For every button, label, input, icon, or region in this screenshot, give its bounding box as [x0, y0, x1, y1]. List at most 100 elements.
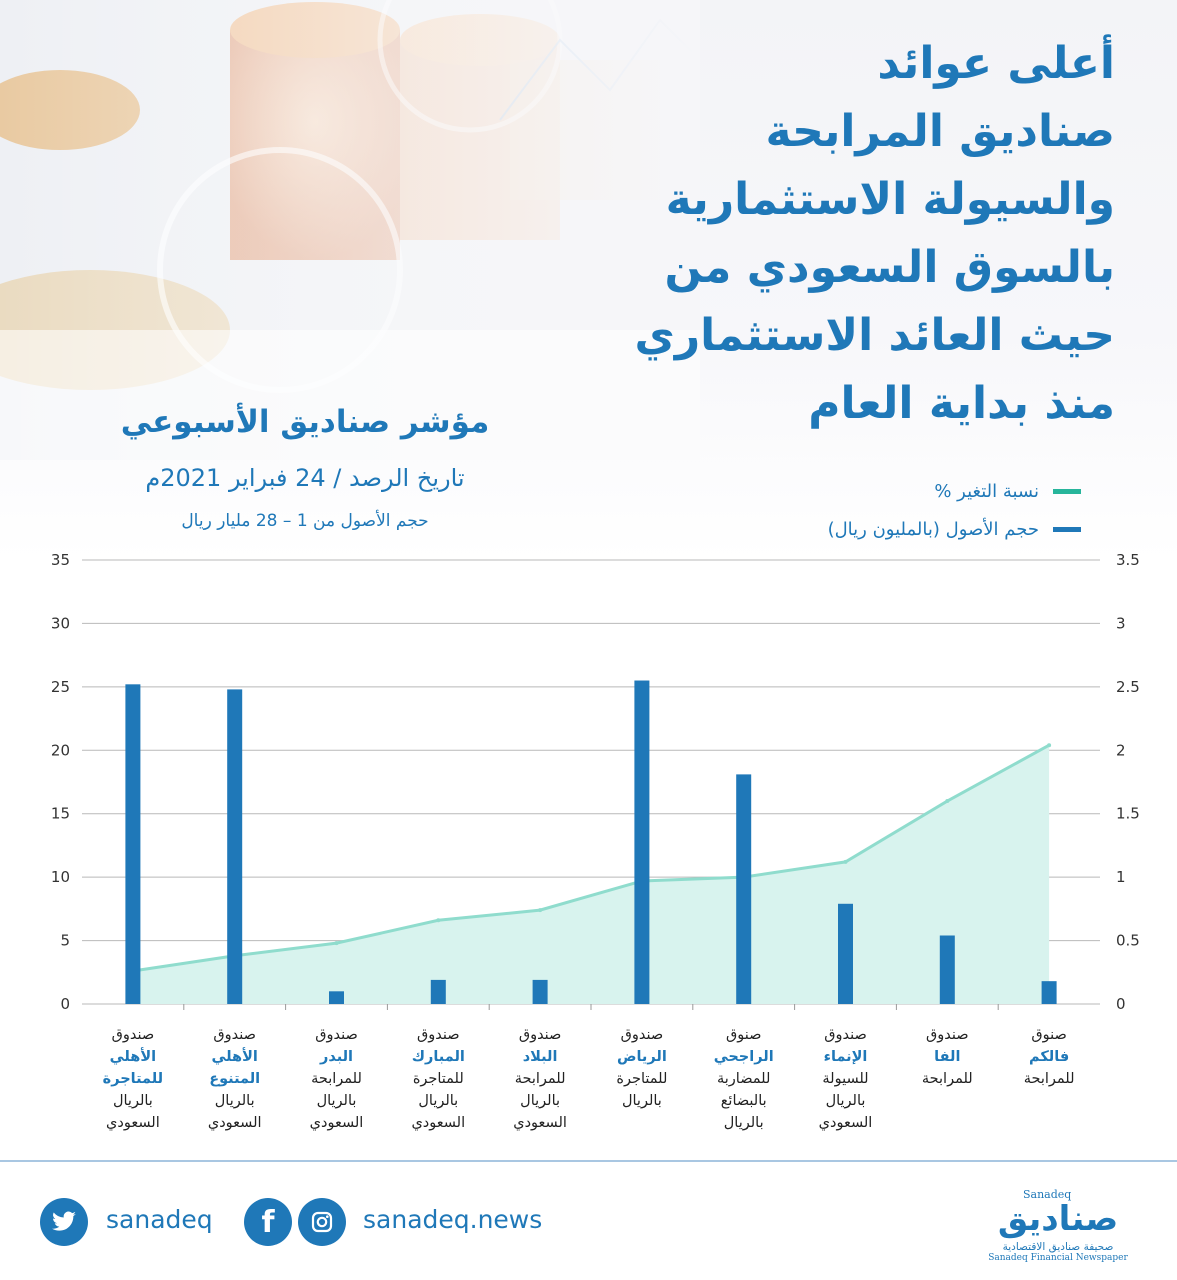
twitter-handle[interactable]: sanadeq: [106, 1205, 213, 1234]
logo-en-sub: Sanadeq Financial Newspaper: [988, 1253, 1128, 1263]
legend-swatch: [1053, 488, 1081, 494]
change-point: [538, 908, 543, 913]
category-label-line: الإنماء: [823, 1049, 868, 1065]
chart-subheading: مؤشر صناديق الأسبوعي تاريخ الرصد / 24 فب…: [60, 400, 550, 536]
category-label-line: للسيولة: [822, 1071, 869, 1087]
change-series-line: [132, 743, 1050, 973]
asset-bar: [227, 689, 243, 1004]
category-label: صنوق فالكم للمرابحة: [997, 1024, 1101, 1090]
change-point: [1047, 743, 1052, 748]
category-label: صندوق البلاد للمرابحة بالريال السعودي: [488, 1024, 592, 1134]
category-label-line: صنوق: [1031, 1027, 1067, 1043]
asset-bar: [939, 935, 955, 1004]
legend-item: حجم الأصول (بالمليون ريال): [828, 510, 1081, 548]
instagram-icon[interactable]: [298, 1198, 346, 1246]
title-line: بالسوق السعودي من: [664, 242, 1115, 293]
category-label-line: صندوق: [926, 1027, 969, 1043]
category-label-line: للمتاجرة: [616, 1071, 668, 1087]
change-area-fill: [132, 745, 1050, 1004]
category-label-line: للمرابحة: [514, 1071, 566, 1087]
category-label-line: بالريال: [825, 1093, 866, 1109]
change-point: [843, 859, 848, 864]
title-line: أعلى عوائد: [877, 38, 1115, 89]
category-label-line: صندوق: [315, 1027, 358, 1043]
category-label-line: المبارك: [411, 1049, 465, 1065]
asset-bar: [125, 684, 141, 1004]
category-label: صنوق الراجحي للمضاربة بالبضائع بالريال: [692, 1024, 796, 1134]
category-label-line: البلاد: [522, 1049, 558, 1065]
category-label-line: السعودي: [309, 1115, 364, 1131]
logo-en-top: Sanadeq: [1023, 1188, 1072, 1201]
logo-ar-sub: صحيفة صناديق الاقتصادية: [1002, 1241, 1114, 1253]
category-label-line: الأهلي: [109, 1049, 157, 1065]
category-label-line: البدر: [319, 1049, 354, 1065]
category-label-line: صندوق: [213, 1027, 256, 1043]
left-tick-label: 20: [51, 741, 70, 759]
category-label-line: الراجحي: [713, 1049, 774, 1065]
facebook-icon[interactable]: f: [244, 1198, 292, 1246]
category-label-line: السعودي: [106, 1115, 160, 1131]
left-tick-label: 5: [60, 932, 70, 950]
left-tick-label: 30: [51, 614, 70, 632]
right-tick-label: 3: [1116, 614, 1126, 632]
asset-bar: [634, 680, 650, 1004]
chart-legend: نسبة التغير % حجم الأصول (بالمليون ريال): [828, 472, 1081, 548]
legend-label: حجم الأصول (بالمليون ريال): [827, 518, 1039, 540]
category-label-line: بالريال: [418, 1093, 459, 1109]
category-label-line: بالريال: [621, 1093, 662, 1109]
right-tick-label: 2: [1116, 741, 1126, 759]
asset-bar: [838, 903, 853, 1004]
category-label: صندوق الفا للمرابحة: [895, 1024, 999, 1090]
asset-bar: [736, 774, 752, 1004]
asset-bar: [1041, 981, 1057, 1004]
category-label-line: الأهلي: [211, 1049, 258, 1065]
change-point: [334, 941, 339, 946]
logo-main: صناديق: [997, 1199, 1119, 1239]
category-label-line: صندوق: [111, 1027, 155, 1043]
category-label-line: الفا: [934, 1049, 961, 1065]
asset-bar: [532, 979, 548, 1004]
category-label: صندوق المبارك للمتاجرة بالريال السعودي: [386, 1024, 490, 1134]
title-line: والسيولة الاستثمارية: [665, 174, 1115, 225]
legend-label: نسبة التغير %: [934, 480, 1039, 502]
category-label-line: بالريال: [112, 1093, 153, 1109]
asset-bar: [329, 991, 344, 1004]
sanadeq-logo: Sanadeq صناديق صحيفة صناديق الاقتصادية S…: [983, 1188, 1133, 1263]
right-tick-label: 0: [1116, 995, 1126, 1013]
legend-swatch: [1053, 526, 1081, 532]
left-tick-label: 15: [51, 805, 70, 823]
category-label-line: للمضاربة: [716, 1071, 771, 1087]
right-tick-label: 3.5: [1116, 551, 1140, 569]
category-label-line: بالريال: [214, 1093, 255, 1109]
observation-date: تاريخ الرصد / 24 فبراير 2021م: [145, 464, 465, 492]
legend-item: نسبة التغير %: [828, 472, 1081, 510]
left-tick-label: 0: [60, 995, 70, 1013]
category-label-line: بالريال: [316, 1093, 357, 1109]
category-label-line: فالكم: [1029, 1049, 1070, 1065]
category-label-line: السعودي: [207, 1115, 262, 1131]
right-tick-label: 1: [1116, 868, 1126, 886]
category-label-line: صنوق: [725, 1027, 762, 1043]
category-label: صندوق الأهلي للمتاجرة بالريال السعودي: [81, 1024, 185, 1134]
category-label-line: السعودي: [411, 1115, 466, 1131]
category-label-line: صندوق: [518, 1027, 562, 1043]
index-title: مؤشر صناديق الأسبوعي: [120, 404, 490, 440]
twitter-icon[interactable]: [40, 1198, 88, 1246]
asset-size-range: حجم الأصول من 1 – 28 مليار ريال: [181, 511, 429, 531]
category-label-line: صندوق: [620, 1027, 664, 1043]
right-tick-label: 0.5: [1116, 932, 1140, 950]
title-line: منذ بداية العام: [808, 378, 1115, 429]
category-label-line: للمرابحة: [1023, 1071, 1075, 1087]
right-tick-label: 1.5: [1116, 805, 1140, 823]
category-label: صندوق الرياض للمتاجرة بالريال: [590, 1024, 694, 1112]
website-link[interactable]: sanadeq.news: [363, 1205, 543, 1234]
left-tick-label: 25: [51, 678, 70, 696]
category-label-line: صندوق: [417, 1027, 460, 1043]
category-label-line: للمتاجرة: [102, 1071, 164, 1087]
category-label-line: السعودي: [818, 1115, 873, 1131]
category-label-line: المتنوع: [209, 1071, 261, 1087]
footer-divider: [0, 1160, 1177, 1162]
left-tick-label: 35: [51, 551, 70, 569]
change-point: [436, 918, 441, 923]
right-tick-label: 2.5: [1116, 678, 1140, 696]
